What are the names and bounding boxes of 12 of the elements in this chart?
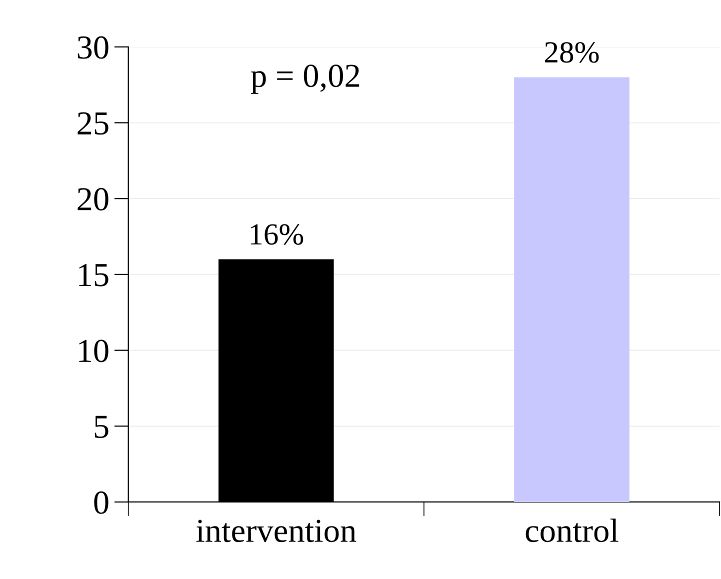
y-tick-label: 20 — [78, 188, 108, 210]
y-tick-label: 30 — [78, 36, 108, 59]
data-label: 16% — [250, 224, 304, 245]
x-tick-label: control — [526, 518, 618, 542]
annotation: p = 0,02 — [251, 64, 360, 94]
data-label: 28% — [545, 42, 599, 63]
y-tick-label: 10 — [79, 340, 108, 362]
y-tick-label: 5 — [94, 416, 108, 438]
x-tick-label: intervention — [196, 520, 356, 542]
y-tick-label: 25 — [78, 112, 108, 135]
y-tick-label: 15 — [79, 264, 108, 286]
y-tick-label: 0 — [94, 491, 108, 514]
